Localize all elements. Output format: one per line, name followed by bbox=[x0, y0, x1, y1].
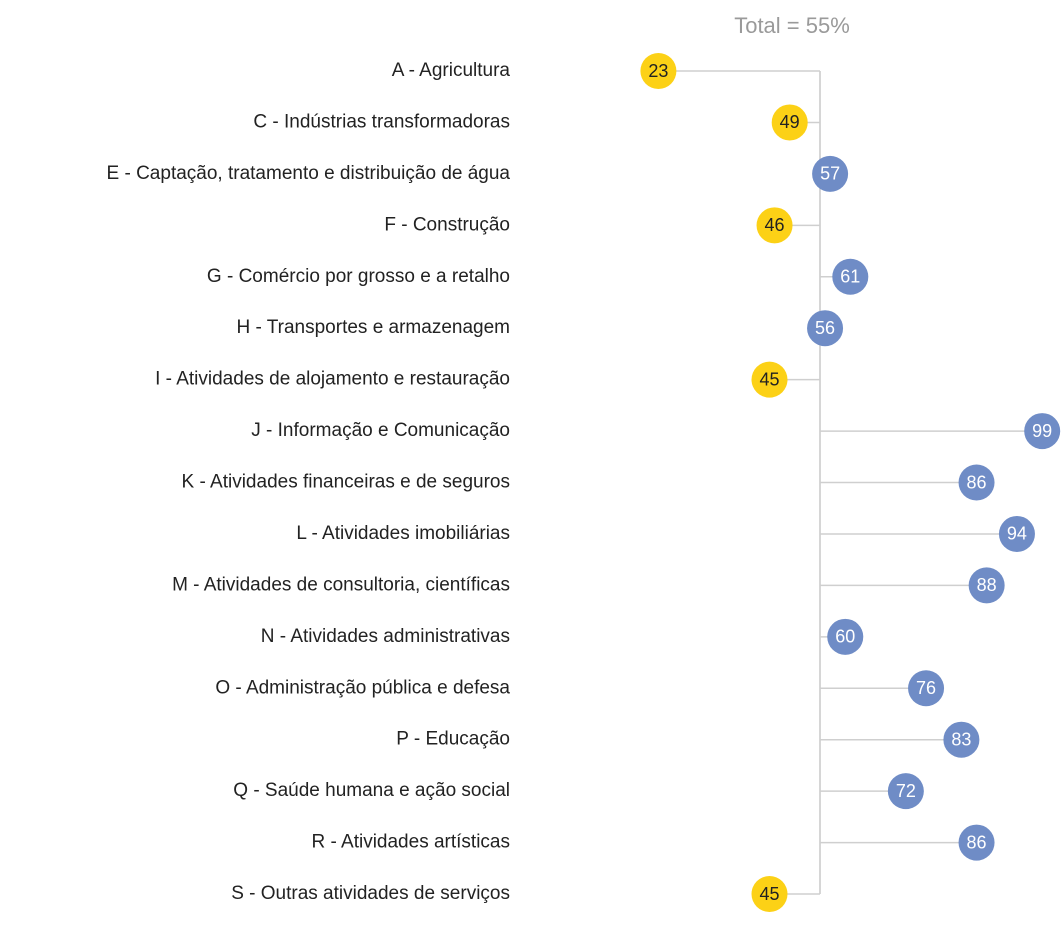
dot bbox=[827, 618, 864, 655]
value-label: 49 bbox=[780, 112, 800, 132]
category-label: L - Atividades imobiliárias bbox=[296, 523, 510, 544]
category-label: H - Transportes e armazenagem bbox=[236, 317, 510, 338]
value-label: 86 bbox=[967, 832, 987, 852]
dot bbox=[968, 567, 1005, 604]
category-label: P - Educação bbox=[396, 729, 510, 750]
value-label: 72 bbox=[896, 781, 916, 801]
dot bbox=[807, 310, 844, 347]
value-label: 86 bbox=[967, 472, 987, 492]
dot bbox=[908, 670, 945, 707]
category-label: F - Construção bbox=[384, 214, 510, 235]
dot bbox=[756, 207, 793, 244]
value-label: 45 bbox=[759, 884, 779, 904]
value-label: 23 bbox=[648, 61, 668, 81]
dot bbox=[751, 876, 788, 912]
dot bbox=[771, 104, 808, 141]
dot bbox=[958, 464, 995, 501]
category-label: A - Agricultura bbox=[392, 60, 511, 81]
category-label: Q - Saúde humana e ação social bbox=[233, 780, 510, 801]
dot bbox=[1024, 413, 1061, 450]
dot bbox=[751, 361, 788, 398]
category-label: C - Indústrias transformadoras bbox=[253, 111, 510, 132]
category-label: I - Atividades de alojamento e restauraç… bbox=[155, 369, 510, 390]
category-label: J - Informação e Comunicação bbox=[251, 420, 510, 441]
value-label: 45 bbox=[759, 369, 779, 389]
value-label: 61 bbox=[840, 267, 860, 287]
value-label: 99 bbox=[1032, 421, 1052, 441]
category-label: G - Comércio por grosso e a retalho bbox=[207, 266, 510, 287]
category-label: K - Atividades financeiras e de seguros bbox=[182, 472, 510, 493]
category-label: E - Captação, tratamento e distribuição … bbox=[107, 163, 511, 184]
category-label: O - Administração pública e defesa bbox=[215, 677, 510, 698]
dot bbox=[812, 155, 849, 192]
value-label: 88 bbox=[977, 575, 997, 595]
value-label: 56 bbox=[815, 318, 835, 338]
reference-label: Total = 55% bbox=[734, 13, 850, 38]
value-label: 60 bbox=[835, 627, 855, 647]
dot bbox=[958, 824, 995, 861]
value-label: 46 bbox=[765, 215, 785, 235]
value-label: 57 bbox=[820, 164, 840, 184]
dot bbox=[998, 515, 1035, 552]
dot bbox=[640, 53, 677, 89]
category-label: R - Atividades artísticas bbox=[311, 832, 510, 853]
dot bbox=[832, 258, 869, 295]
dot bbox=[943, 721, 980, 758]
category-label: M - Atividades de consultoria, científic… bbox=[172, 574, 510, 595]
value-label: 94 bbox=[1007, 524, 1027, 544]
value-label: 83 bbox=[951, 729, 971, 749]
category-label: S - Outras atividades de serviços bbox=[231, 883, 510, 904]
dot bbox=[887, 773, 924, 810]
category-label: N - Atividades administrativas bbox=[261, 626, 510, 647]
value-label: 76 bbox=[916, 678, 936, 698]
